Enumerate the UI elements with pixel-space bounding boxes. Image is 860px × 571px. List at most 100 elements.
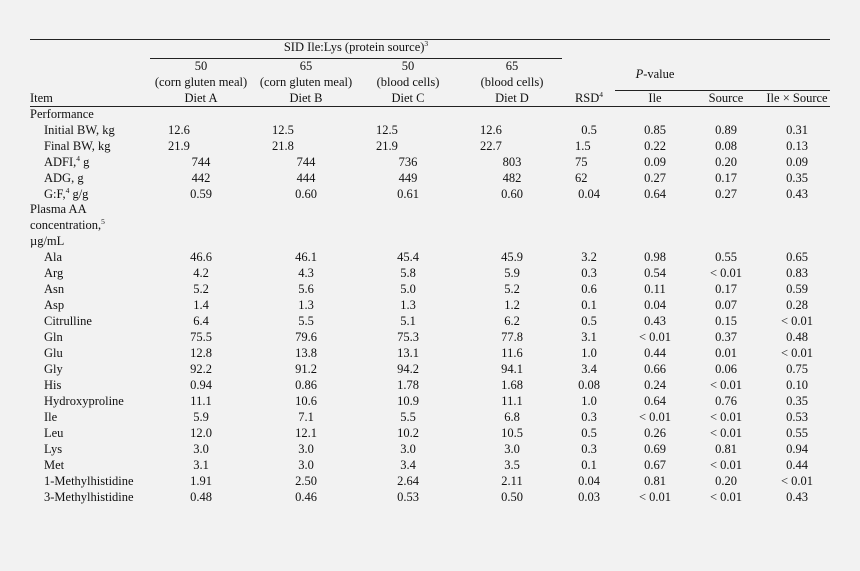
table-cell: < 0.01 [780,346,814,360]
table-cell: 0.76 [715,394,737,408]
table-cell: 11.1 [501,394,523,408]
table-cell: 10.6 [295,394,317,408]
table-cell: 0.03 [578,490,600,504]
table-cell: 0.28 [786,298,808,312]
table-cell: 0.11 [644,282,666,296]
table-cell: 0.85 [644,123,666,137]
table-cell: 94.2 [397,362,419,376]
group-title: SID Ile:Lys (protein source)3 [283,39,429,54]
table-cell: 0.35 [786,394,808,408]
diet-c-source: (blood cells) [376,75,440,89]
row-label: Gly [44,362,63,376]
table-cell: 0.6 [581,282,597,296]
table-cell: 0.60 [501,187,523,201]
table-cell: 46.6 [190,250,212,264]
table-cell: 1.78 [397,378,419,392]
table-cell: 0.09 [786,155,808,169]
table-cell: 3.0 [504,442,520,456]
pcol-ile: Ile [648,91,662,105]
table-cell: 5.2 [193,282,209,296]
table-cell: 3.4 [581,362,597,376]
table-cell: 0.48 [190,490,212,504]
group-rule [150,58,562,59]
row-label: 1-Methylhistidine [44,474,134,488]
table-cell: 0.44 [644,346,666,360]
table-cell: < 0.01 [780,314,814,328]
table-cell: 0.67 [644,458,666,472]
table-cell: 5.5 [400,410,416,424]
table-cell: 21.9 [168,139,190,153]
table-cell: 0.61 [397,187,419,201]
table-cell: 13.1 [397,346,419,360]
table-cell: < 0.01 [638,490,672,504]
table-cell: 0.35 [786,171,808,185]
table-cell: 0.04 [578,187,600,201]
table-cell: 0.46 [295,490,317,504]
pcol-interaction: Ile × Source [766,91,828,105]
table-cell: 0.83 [786,266,808,280]
table-cell: 3.0 [193,442,209,456]
diet-b-name: Diet B [289,91,323,105]
table-cell: 22.7 [480,139,502,153]
table-cell: 0.04 [578,474,600,488]
table-cell: 4.2 [193,266,209,280]
table-cell: 0.50 [501,490,523,504]
table-cell: 6.8 [504,410,520,424]
table-cell: 5.9 [193,410,209,424]
table-cell: 0.26 [644,426,666,440]
table-cell: 0.5 [581,426,597,440]
table-cell: 1.0 [581,394,597,408]
row-label: Citrulline [44,314,92,328]
table-cell: 803 [502,155,522,169]
table-cell: 7.1 [298,410,314,424]
table-cell: 0.3 [581,442,597,456]
table-cell: 0.98 [644,250,666,264]
table-cell: < 0.01 [638,330,672,344]
row-label: Glu [44,346,63,360]
table-cell: 0.08 [578,378,600,392]
table-cell: 5.2 [504,282,520,296]
table-cell: 0.60 [295,187,317,201]
table-cell: < 0.01 [709,410,743,424]
table-cell: 0.04 [644,298,666,312]
table-cell: 2.64 [397,474,419,488]
table-cell: 3.0 [400,442,416,456]
row-label: Asn [44,282,65,296]
table-cell: 0.86 [295,378,317,392]
table-cell: 3.0 [298,458,314,472]
table-cell: 21.8 [272,139,294,153]
table-cell: 12.1 [295,426,317,440]
table-cell: 75 [575,155,588,169]
table-cell: 0.53 [786,410,808,424]
table-cell: 0.31 [786,123,808,137]
table-cell: 0.10 [786,378,808,392]
table-cell: 12.0 [190,426,212,440]
table-cell: 5.9 [504,266,520,280]
table-cell: 0.89 [715,123,737,137]
row-label: Final BW, kg [44,139,111,153]
rsd-header: RSD4 [574,90,604,105]
table-cell: 0.81 [644,474,666,488]
table-cell: 444 [296,171,316,185]
table-cell: 0.3 [581,266,597,280]
table-cell: 12.6 [480,123,502,137]
table-cell: 0.81 [715,442,737,456]
item-header: Item [30,91,53,105]
table-cell: 1.2 [504,298,520,312]
table-cell: 3.1 [581,330,597,344]
row-label: Asp [44,298,65,312]
table-cell: 0.75 [786,362,808,376]
table-cell: 744 [296,155,316,169]
diet-a-source: (corn gluten meal) [154,75,248,89]
table-cell: 3.2 [581,250,597,264]
table-cell: 5.0 [400,282,416,296]
table-cell: 0.44 [786,458,808,472]
table-cell: 46.1 [295,250,317,264]
table-cell: < 0.01 [780,474,814,488]
diet-b-level: 65 [299,59,313,73]
top-rule [30,39,830,40]
table-cell: 0.64 [644,187,666,201]
table-cell: 12.6 [168,123,190,137]
table-cell: 0.1 [581,298,597,312]
